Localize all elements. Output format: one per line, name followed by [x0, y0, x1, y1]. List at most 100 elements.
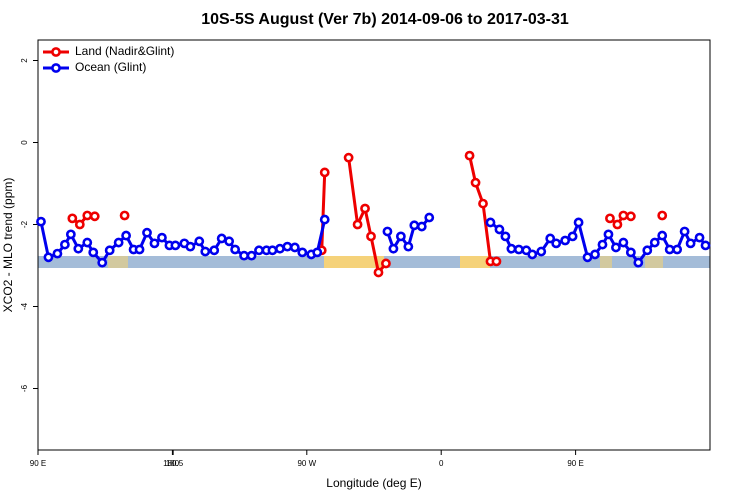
map-land — [324, 256, 384, 268]
data-point — [134, 244, 145, 255]
data-point — [672, 244, 683, 255]
x-tick-label: 0 — [439, 459, 444, 468]
data-point — [597, 239, 608, 250]
data-point — [381, 258, 391, 269]
data-point — [478, 198, 488, 209]
data-point — [88, 247, 99, 258]
data-point — [500, 231, 511, 242]
data-point — [200, 246, 211, 257]
data-point — [89, 211, 100, 222]
legend-label: Land (Nadir&Glint) — [75, 44, 174, 58]
y-tick-label: 2 — [20, 58, 29, 63]
data-point — [395, 231, 406, 242]
data-point — [470, 177, 481, 188]
data-point — [567, 231, 578, 242]
chart-title: 10S-5S August (Ver 7b) 2014-09-06 to 201… — [201, 11, 569, 28]
data-point — [424, 212, 435, 223]
data-point — [185, 241, 196, 252]
x-tick-label: 180.5 — [163, 459, 184, 468]
x-axis-label: Longitude (deg E) — [326, 476, 421, 490]
data-point — [194, 236, 205, 247]
map-land — [108, 256, 128, 268]
data-point — [409, 220, 420, 231]
x-tick-label: 180 — [166, 459, 180, 468]
data-point — [382, 226, 393, 237]
data-point — [612, 219, 623, 230]
data-point — [43, 252, 54, 263]
x-tick-label: 90 E — [30, 459, 46, 468]
series-line — [72, 156, 662, 273]
legend-label: Ocean (Glint) — [75, 60, 146, 74]
data-point — [403, 241, 414, 252]
data-point — [73, 243, 84, 254]
data-point — [373, 267, 384, 278]
data-point — [679, 226, 690, 237]
data-point — [282, 241, 293, 252]
data-point — [551, 238, 562, 249]
data-point — [239, 250, 249, 261]
data-point — [113, 237, 124, 248]
data-point — [352, 219, 363, 230]
data-point — [545, 233, 556, 244]
data-point — [694, 232, 705, 243]
data-point — [267, 245, 278, 256]
data-point — [104, 245, 115, 256]
data-point — [560, 235, 571, 246]
data-point — [642, 245, 653, 256]
data-point — [59, 239, 70, 250]
data-point — [685, 238, 696, 249]
data-point — [121, 230, 132, 241]
data-point — [297, 247, 308, 258]
data-point — [491, 256, 502, 267]
data-point — [170, 240, 181, 251]
data-point — [657, 210, 668, 221]
y-tick-label: 0 — [20, 140, 29, 145]
data-point — [254, 245, 264, 256]
data-point — [319, 214, 330, 225]
data-point — [625, 211, 636, 222]
data-point — [67, 213, 78, 224]
map-land — [460, 256, 490, 268]
data-point — [224, 236, 235, 247]
data-point — [611, 242, 621, 253]
data-point — [65, 229, 76, 240]
data-point — [633, 257, 644, 268]
data-point — [513, 244, 524, 255]
data-point — [700, 240, 711, 251]
data-point — [618, 210, 629, 221]
data-point — [97, 257, 108, 268]
data-point — [494, 224, 505, 235]
data-point — [573, 217, 584, 228]
data-point — [582, 252, 593, 263]
data-point — [416, 221, 427, 232]
data-point — [312, 247, 323, 258]
data-point — [388, 243, 399, 254]
data-point — [142, 227, 152, 238]
data-point — [366, 231, 376, 242]
data-point — [319, 167, 330, 178]
data-point — [603, 229, 614, 240]
map-land — [600, 256, 612, 268]
data-point — [82, 237, 93, 248]
map-land — [645, 256, 663, 268]
data-point — [343, 152, 354, 163]
data-point — [527, 249, 538, 260]
data-point — [605, 213, 615, 224]
y-axis-label: XCO2 - MLO trend (ppm) — [1, 178, 15, 313]
data-point — [149, 238, 160, 249]
data-point — [52, 248, 63, 259]
data-point — [119, 210, 130, 221]
data-point — [74, 219, 85, 230]
data-point — [36, 216, 46, 227]
data-point — [275, 243, 285, 254]
data-point — [230, 244, 241, 255]
data-point — [289, 242, 300, 253]
data-point — [360, 203, 370, 214]
data-point — [209, 245, 220, 256]
x-tick-label: 90 W — [297, 459, 316, 468]
y-tick-label: -4 — [20, 302, 29, 310]
data-point — [464, 150, 475, 161]
data-point — [657, 230, 668, 241]
data-point — [82, 210, 93, 221]
